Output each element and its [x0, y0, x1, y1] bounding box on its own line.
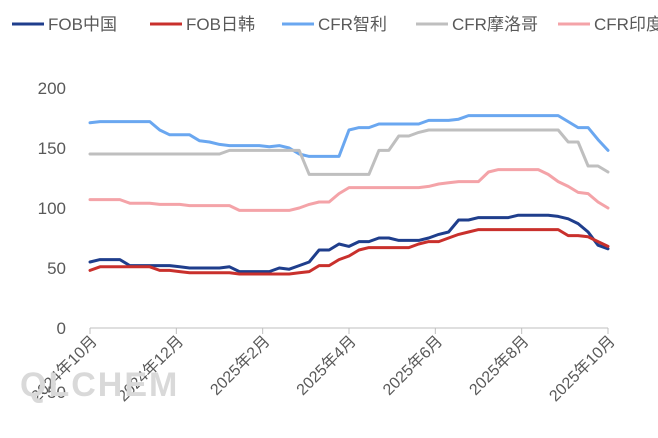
legend-label: CFR摩洛哥 — [452, 15, 538, 34]
series-line-3 — [88, 128, 610, 176]
x-tick-label: 2025年6月 — [379, 332, 446, 399]
series-line-0 — [88, 213, 610, 274]
x-tick-label: 2025年2月 — [207, 332, 274, 399]
series-line-4 — [88, 168, 610, 212]
y-tick-label: 50 — [47, 259, 66, 278]
x-tick-label: 2025年8月 — [466, 332, 533, 399]
y-tick-label: 100 — [38, 199, 66, 218]
x-tick-label: 2025年4月 — [293, 332, 360, 399]
legend: FOB中国 FOB日韩 CFR智利 CFR摩洛哥 CFR印度 — [12, 15, 658, 34]
series-line-1 — [88, 228, 610, 276]
watermark: QLCHEM — [20, 366, 179, 404]
y-tick-label: 150 — [38, 139, 66, 158]
extra-axis-label: -50 — [41, 383, 66, 402]
series-layer — [88, 114, 610, 276]
legend-label: FOB中国 — [48, 15, 117, 34]
series-line-2 — [88, 114, 610, 158]
y-tick-label: 200 — [38, 79, 66, 98]
legend-label: CFR印度 — [594, 15, 658, 34]
y-axis: 0 50 100 150 200 — [38, 79, 66, 338]
legend-label: FOB日韩 — [186, 15, 255, 34]
x-tick-label: 2025年10月 — [546, 332, 619, 405]
legend-label: CFR智利 — [318, 15, 387, 34]
y-tick-label: 0 — [57, 319, 66, 338]
